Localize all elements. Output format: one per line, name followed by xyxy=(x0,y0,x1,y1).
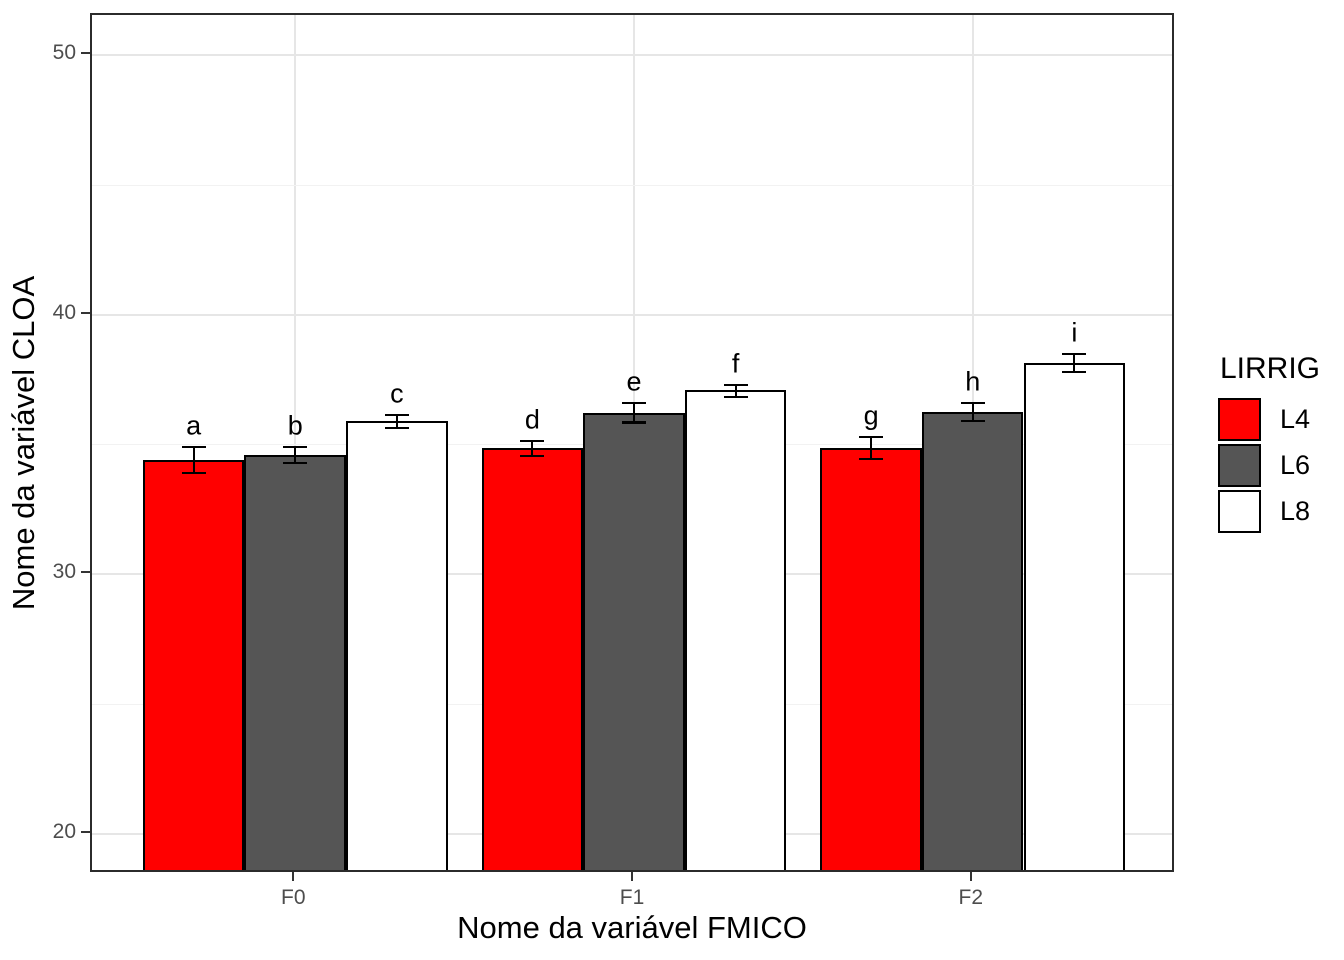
errorbar-cap-top-F0-L4 xyxy=(181,446,206,449)
legend-entries: L4 L6 L8 xyxy=(1218,398,1344,533)
errorbar-cap-bottom-F0-L6 xyxy=(283,461,308,464)
errorbar-cap-top-F1-L6 xyxy=(622,402,646,405)
bar-F0-L8 xyxy=(346,421,448,870)
plot-panel: a d g b e h c f i xyxy=(90,13,1174,872)
x-grid-major xyxy=(294,15,297,870)
errorbar-F0-L6 xyxy=(294,447,297,463)
y-axis-tick xyxy=(81,311,90,314)
y-grid-major xyxy=(92,54,1172,57)
errorbar-cap-bottom-F1-L6 xyxy=(622,421,646,424)
bar-letter-a: a xyxy=(186,410,202,441)
errorbar-F2-L4 xyxy=(870,436,873,459)
errorbar-F1-L4 xyxy=(531,440,534,457)
errorbar-cap-bottom-F1-L4 xyxy=(520,455,545,458)
bar-letter-c: c xyxy=(390,378,404,409)
y-axis-tick xyxy=(81,571,90,574)
errorbar-cap-top-F1-L4 xyxy=(520,439,545,442)
legend-label-L6: L6 xyxy=(1280,450,1311,480)
errorbar-cap-top-F2-L6 xyxy=(960,402,985,405)
legend-title: LIRRIG xyxy=(1220,352,1321,385)
legend: LIRRIG L4 L6 L8 xyxy=(1218,352,1344,536)
bar-F1-L6 xyxy=(583,413,685,870)
bar-letter-i: i xyxy=(1071,317,1078,348)
x-axis-tick xyxy=(631,872,633,881)
x-tick-label-F2: F2 xyxy=(958,886,984,909)
errorbar-cap-top-F0-L6 xyxy=(283,446,308,449)
errorbar-cap-top-F1-L8 xyxy=(723,383,748,386)
errorbar-cap-bottom-F2-L8 xyxy=(1062,370,1087,373)
x-tick-label-F0: F0 xyxy=(281,886,306,909)
legend-entry-L4: L4 xyxy=(1218,398,1344,441)
bar-F0-L4 xyxy=(142,460,245,870)
x-axis-tick xyxy=(969,872,972,881)
y-grid-major xyxy=(92,313,1172,316)
bar-F1-L4 xyxy=(481,448,584,870)
bar-letter-h: h xyxy=(965,366,981,397)
legend-entry-L6: L6 xyxy=(1218,444,1344,487)
bar-F0-L6 xyxy=(244,454,346,870)
y-grid-minor xyxy=(92,184,1172,186)
y-axis-tick xyxy=(81,830,90,833)
x-axis-tick xyxy=(292,872,295,881)
errorbar-cap-bottom-F0-L4 xyxy=(181,472,206,475)
errorbar-F1-L6 xyxy=(633,403,635,423)
bar-letter-d: d xyxy=(524,404,540,435)
bar-F2-L8 xyxy=(1023,362,1126,870)
errorbar-F1-L8 xyxy=(734,384,737,397)
legend-swatch-L4 xyxy=(1218,398,1261,441)
errorbar-cap-top-F2-L4 xyxy=(859,435,884,438)
y-axis-tick xyxy=(81,52,90,55)
bar-letter-b: b xyxy=(287,410,303,441)
legend-label-L8: L8 xyxy=(1280,496,1311,526)
x-tick-label-F1: F1 xyxy=(619,886,645,909)
errorbar-cap-top-F0-L8 xyxy=(384,413,409,416)
errorbar-cap-bottom-F2-L6 xyxy=(960,420,985,423)
bar-F1-L8 xyxy=(684,390,787,870)
legend-swatch-L6 xyxy=(1218,444,1261,487)
bar-letter-f: f xyxy=(731,348,740,379)
bar-F2-L4 xyxy=(820,448,922,870)
errorbar-cap-bottom-F2-L4 xyxy=(859,457,884,460)
y-tick-label: 50 xyxy=(52,41,76,65)
errorbar-cap-top-F2-L8 xyxy=(1062,352,1087,355)
legend-label-L4: L4 xyxy=(1280,404,1311,434)
bar-letter-e: e xyxy=(626,366,642,397)
errorbar-cap-bottom-F0-L8 xyxy=(384,426,409,429)
errorbar-F0-L8 xyxy=(395,414,398,428)
errorbar-F0-L4 xyxy=(192,447,195,474)
errorbar-F2-L6 xyxy=(971,403,974,422)
y-tick-label: 40 xyxy=(52,300,76,324)
bar-F2-L6 xyxy=(921,412,1024,870)
legend-entry-L8: L8 xyxy=(1218,490,1344,533)
y-tick-label: 30 xyxy=(52,560,76,584)
x-axis-title: Nome da variável FMICO xyxy=(457,910,807,945)
y-tick-label: 20 xyxy=(52,819,76,843)
bar-letter-g: g xyxy=(863,400,879,431)
legend-swatch-L8 xyxy=(1218,490,1261,533)
errorbar-cap-bottom-F1-L8 xyxy=(723,395,748,398)
errorbar-F2-L8 xyxy=(1073,353,1076,372)
